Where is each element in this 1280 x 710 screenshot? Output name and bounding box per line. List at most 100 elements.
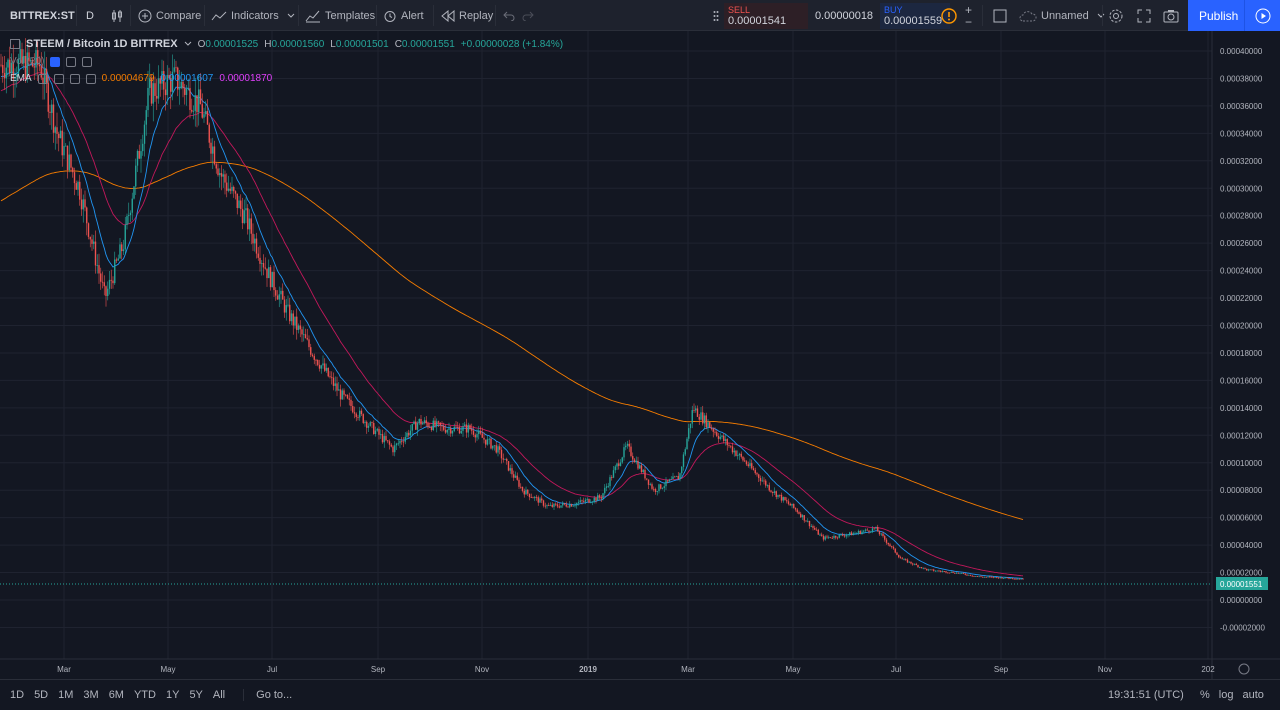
candle-body bbox=[205, 111, 207, 115]
candle-body bbox=[987, 576, 989, 578]
candle-body bbox=[98, 265, 100, 274]
chart-pane[interactable]: 0.00040000 0.00038000 0.00036000 0.00034000… bbox=[0, 31, 1280, 679]
ema-label[interactable]: EMA bbox=[10, 73, 32, 84]
candle-body bbox=[716, 432, 718, 436]
range-6m[interactable]: 6M bbox=[108, 689, 124, 701]
candle-body bbox=[495, 445, 497, 453]
candle-body bbox=[138, 150, 140, 159]
undo-button[interactable] bbox=[503, 0, 519, 31]
utc-clock[interactable]: 19:31:51 (UTC) bbox=[1108, 689, 1184, 701]
info-button[interactable] bbox=[941, 0, 961, 31]
legend-title[interactable]: STEEM / Bitcoin 1D BITTREX bbox=[26, 38, 178, 50]
candle-body bbox=[131, 198, 133, 213]
candle-body bbox=[877, 527, 879, 532]
spread-value: 0.00000018 bbox=[808, 3, 880, 29]
percent-scale-button[interactable]: % bbox=[1200, 689, 1210, 701]
candle-body bbox=[661, 487, 664, 489]
redo-button[interactable] bbox=[522, 0, 538, 31]
close-icon[interactable] bbox=[82, 56, 93, 67]
plus-icon[interactable]: + bbox=[965, 2, 973, 17]
templates-button[interactable]: Templates bbox=[305, 0, 375, 31]
eye-icon[interactable] bbox=[37, 73, 48, 84]
buy-label: BUY bbox=[884, 5, 903, 15]
compare-button[interactable]: Compare bbox=[138, 0, 201, 31]
rectangle-select-button[interactable] bbox=[993, 0, 1011, 31]
eye-icon[interactable] bbox=[50, 56, 61, 67]
candle-body bbox=[2, 65, 4, 73]
range-1m[interactable]: 1M bbox=[58, 689, 74, 701]
candle-body bbox=[966, 574, 968, 576]
candle-body bbox=[52, 104, 55, 133]
chevron-down-icon bbox=[1097, 13, 1105, 19]
log-scale-button[interactable]: log bbox=[1218, 689, 1234, 701]
candle-body bbox=[392, 446, 394, 453]
settings-button[interactable] bbox=[1108, 0, 1128, 31]
candle-body bbox=[45, 68, 48, 83]
replay-button[interactable]: Replay bbox=[441, 0, 493, 31]
price-chart[interactable]: 0.00040000 0.00038000 0.00036000 0.00034000… bbox=[0, 31, 1280, 679]
date-range-buttons: 1D 5D 1M 3M 6M YTD 1Y 5Y All bbox=[10, 689, 225, 701]
snapshot-button[interactable] bbox=[1163, 0, 1183, 31]
range-1d[interactable]: 1D bbox=[10, 689, 25, 701]
candle-body bbox=[948, 572, 951, 574]
range-1y[interactable]: 1Y bbox=[165, 689, 180, 701]
candle-body bbox=[656, 491, 658, 492]
candle-body bbox=[779, 494, 781, 496]
settings-gear-corner[interactable] bbox=[1238, 663, 1250, 675]
chevron-down-icon[interactable] bbox=[184, 39, 192, 50]
candle-body bbox=[527, 489, 529, 494]
candle-body bbox=[607, 486, 609, 487]
settings-icon[interactable] bbox=[53, 73, 64, 84]
range-ytd[interactable]: YTD bbox=[133, 689, 156, 701]
symbol-search-button[interactable]: BITTREX:ST bbox=[10, 9, 75, 22]
candle-body bbox=[791, 503, 793, 506]
volume-label[interactable]: Vol (20) bbox=[10, 56, 45, 67]
candle-body bbox=[353, 412, 356, 414]
candle-body bbox=[793, 503, 795, 508]
source-icon[interactable] bbox=[69, 73, 80, 84]
last-price-tag-text: 0.00001551 bbox=[1220, 580, 1263, 589]
candle-body bbox=[980, 576, 982, 578]
buy-button[interactable]: BUY 0.00001559 bbox=[880, 3, 950, 29]
candle-body bbox=[541, 498, 543, 501]
collapse-legend-icon[interactable] bbox=[10, 39, 20, 49]
candle-body bbox=[296, 316, 298, 330]
range-5y[interactable]: 5Y bbox=[189, 689, 203, 701]
candle-body bbox=[49, 111, 51, 113]
settings-icon[interactable] bbox=[66, 56, 77, 67]
candle-body bbox=[247, 208, 249, 230]
sell-button[interactable]: SELL 0.00001541 bbox=[724, 3, 808, 29]
range-all[interactable]: All bbox=[212, 689, 226, 701]
minus-icon[interactable]: − bbox=[965, 14, 973, 29]
range-5d[interactable]: 5D bbox=[34, 689, 49, 701]
candle-body bbox=[350, 399, 352, 407]
auto-scale-button[interactable]: auto bbox=[1242, 689, 1264, 701]
candle-body bbox=[765, 480, 767, 486]
candle-body bbox=[588, 498, 590, 503]
range-3m[interactable]: 3M bbox=[83, 689, 99, 701]
layout-name-button[interactable]: Unnamed bbox=[1019, 0, 1109, 31]
alert-button[interactable]: Alert bbox=[383, 0, 424, 31]
candle-body bbox=[458, 427, 461, 434]
fullscreen-button[interactable] bbox=[1137, 0, 1155, 31]
drag-handle[interactable] bbox=[713, 0, 723, 31]
interval-button[interactable]: D bbox=[86, 9, 94, 22]
candle-body bbox=[245, 208, 247, 211]
candle-body bbox=[395, 443, 398, 446]
candle-body bbox=[82, 199, 84, 210]
goto-date-button[interactable]: Go to... bbox=[243, 689, 292, 701]
close-icon[interactable] bbox=[85, 73, 96, 84]
x-tick-label: Nov bbox=[475, 665, 489, 674]
candle-body bbox=[507, 461, 510, 471]
ema-short-value: 0.00001870 bbox=[219, 73, 273, 84]
candle-body bbox=[838, 534, 840, 538]
candle-body bbox=[40, 66, 42, 78]
chart-type-button[interactable] bbox=[110, 0, 128, 31]
candle-body bbox=[562, 503, 564, 506]
publish-button[interactable]: Publish bbox=[1188, 0, 1280, 31]
candle-body bbox=[553, 503, 555, 507]
candle-body bbox=[514, 475, 517, 478]
candle-body bbox=[947, 572, 949, 574]
play-circle-icon[interactable] bbox=[1244, 0, 1280, 31]
indicators-button[interactable]: Indicators bbox=[211, 0, 299, 31]
